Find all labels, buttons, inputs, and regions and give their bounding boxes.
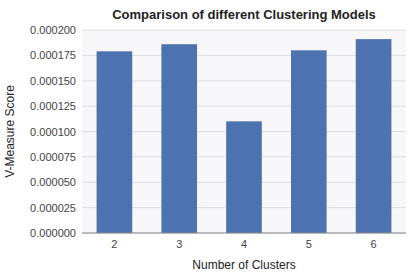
bars	[97, 39, 392, 233]
y-grid	[82, 30, 406, 233]
y-tick-label: 0.000050	[30, 176, 76, 188]
y-tick-label: 0.000175	[30, 49, 76, 61]
y-tick-label: 0.000100	[30, 126, 76, 138]
y-tick-label: 0.000025	[30, 202, 76, 214]
chart-svg: 0.000000 0.000025 0.000050 0.000075 0.000100…	[0, 0, 418, 279]
bar	[226, 121, 262, 233]
plot-area	[82, 30, 406, 233]
bar	[291, 50, 327, 233]
x-tick-label: 4	[241, 238, 247, 250]
x-tick-label: 5	[306, 238, 312, 250]
bar	[97, 51, 133, 233]
y-tick-label: 0.000000	[30, 227, 76, 239]
y-tick-label: 0.000150	[30, 75, 76, 87]
grid-line	[82, 233, 406, 234]
x-tick-label: 2	[111, 238, 117, 250]
chart-title: Comparison of different Clustering Model…	[112, 7, 376, 22]
chart-container: 0.000000 0.000025 0.000050 0.000075 0.000100…	[0, 0, 418, 279]
x-tick-label: 3	[176, 238, 182, 250]
y-axis-label: V-Measure Score	[3, 85, 17, 178]
y-tick-labels: 0.000000 0.000025 0.000050 0.000075 0.000100…	[30, 24, 76, 239]
y-tick-label: 0.000075	[30, 151, 76, 163]
x-axis-label: Number of Clusters	[192, 258, 295, 272]
bar	[356, 39, 392, 233]
bar	[161, 44, 197, 233]
grid-line	[82, 30, 406, 31]
x-axis-line	[82, 233, 406, 234]
y-tick-label: 0.000200	[30, 24, 76, 36]
y-tick-label: 0.000125	[30, 100, 76, 112]
x-tick-label: 6	[371, 238, 377, 250]
x-tick-labels: 2 3 4 5 6	[111, 238, 376, 250]
